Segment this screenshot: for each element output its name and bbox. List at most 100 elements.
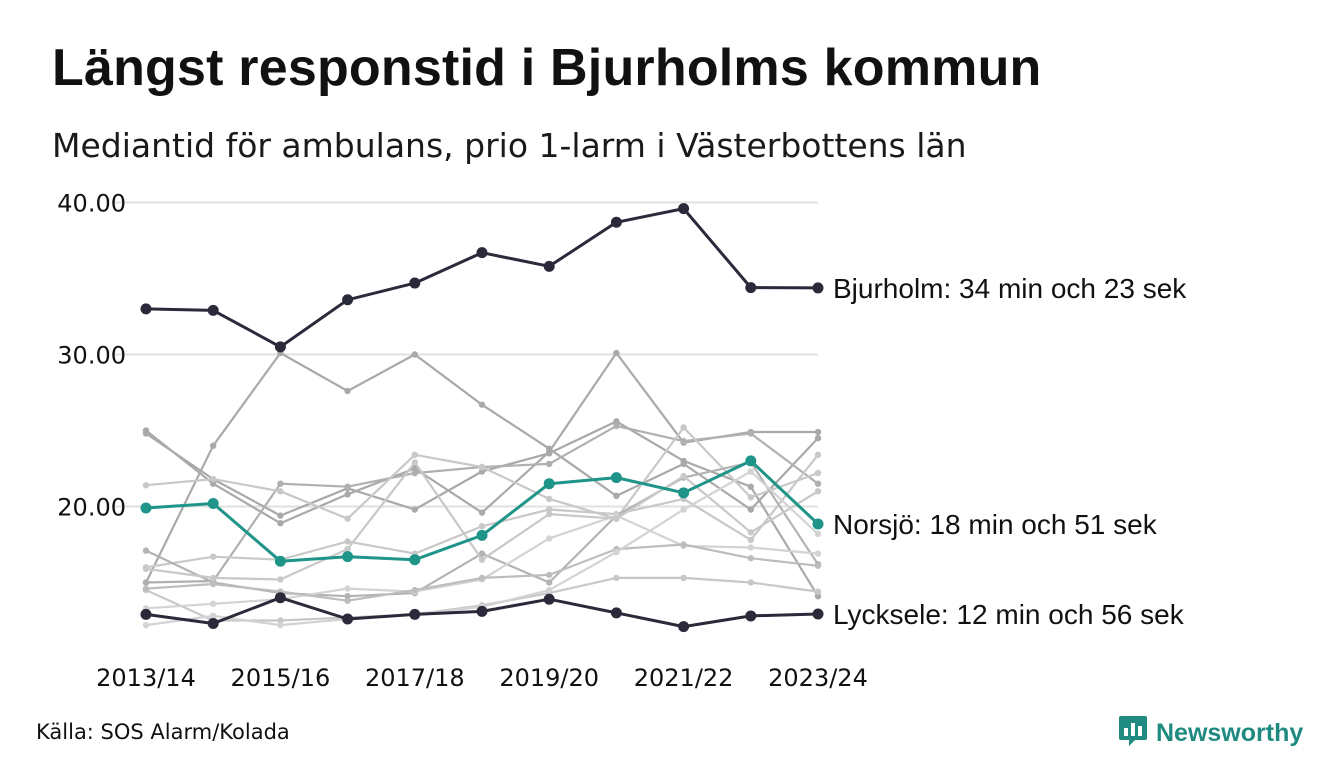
- background-series-3-point: [747, 483, 754, 490]
- brand-logo[interactable]: Newsworthy: [1118, 714, 1303, 752]
- series-norsjo-point: [274, 555, 286, 567]
- background-series-12-point: [613, 548, 620, 556]
- background-series-4-point: [142, 579, 150, 586]
- background-series-6-point: [478, 523, 486, 530]
- background-series-10-point: [210, 580, 217, 588]
- background-series-11-point: [814, 488, 822, 495]
- background-series-11-point: [613, 515, 620, 522]
- series-bjurholm-point: [745, 282, 757, 294]
- background-series-1-point: [344, 387, 351, 395]
- series-label-lycksele: Lycksele: 12 min och 56 sek: [833, 599, 1185, 630]
- background-series-5-point: [277, 488, 284, 495]
- background-series-8-point: [680, 574, 687, 582]
- background-series-12: [142, 468, 822, 629]
- background-series-1-point: [210, 442, 217, 449]
- background-series-2-point: [411, 465, 418, 472]
- background-series-6-point: [747, 536, 754, 544]
- background-series-11-point: [277, 576, 284, 583]
- background-series-11-point: [411, 459, 418, 466]
- x-tick-label: 2015/16: [231, 664, 331, 692]
- chart-title: Längst responstid i Bjurholms kommun: [52, 39, 1042, 97]
- background-series-12-point: [680, 506, 687, 513]
- brand-name: Newsworthy: [1156, 718, 1304, 747]
- background-series-4-point: [613, 422, 620, 430]
- background-series-4-point: [277, 480, 284, 487]
- background-series-10-point: [142, 585, 150, 592]
- background-series-5-point: [814, 469, 822, 477]
- background-series-3-point: [613, 418, 620, 425]
- y-tick-label: 20.00: [57, 494, 126, 522]
- background-series-10-point: [344, 597, 351, 604]
- background-series-1-point: [478, 401, 486, 408]
- background-series-4-point: [344, 483, 351, 490]
- background-series-9-point: [814, 550, 822, 557]
- series-label-bjurholm: Bjurholm: 34 min och 23 sek: [833, 273, 1187, 304]
- x-axis-tick-labels: 2013/14 2015/16 2017/18 2019/20 2021/22 2023/…: [96, 664, 868, 692]
- series-bjurholm: [140, 203, 824, 353]
- background-series-11-point: [142, 565, 150, 573]
- background-series-10-point: [814, 562, 822, 569]
- series-lycksele-point: [342, 613, 354, 625]
- background-series-5-point: [210, 475, 217, 483]
- series-bjurholm-line: [145, 207, 819, 349]
- y-tick-label: 40.00: [57, 190, 126, 218]
- series-label-norsjo: Norsjö: 18 min och 51 sek: [833, 509, 1158, 540]
- background-series-7-point: [478, 550, 486, 557]
- background-series-6-point: [210, 553, 217, 560]
- newsworthy-logo-icon: [1118, 714, 1148, 752]
- highlight-series: [140, 203, 824, 633]
- background-series-12-point: [747, 468, 754, 475]
- background-series-9-point: [546, 535, 553, 542]
- series-lycksele-point: [812, 608, 824, 620]
- series-norsjo-point: [745, 455, 757, 467]
- series-lycksele-point: [409, 608, 421, 620]
- background-series-12-point: [210, 612, 217, 620]
- background-series-3-point: [478, 468, 486, 475]
- series-bjurholm-point: [812, 282, 824, 294]
- series-lycksele-point: [745, 610, 757, 622]
- background-series-2-point: [478, 509, 486, 516]
- background-series-11-point: [210, 574, 217, 582]
- series-lycksele-point: [610, 607, 622, 619]
- series-lycksele-point: [476, 605, 488, 617]
- background-series-11-point: [478, 556, 486, 563]
- series-bjurholm-point: [610, 216, 622, 228]
- background-series-5-point: [747, 494, 754, 501]
- background-series-11-point: [747, 529, 754, 536]
- series-norsjo-point: [678, 487, 690, 499]
- background-series-8-point: [613, 574, 620, 582]
- series-norsjo-point: [610, 472, 622, 484]
- background-series-12-point: [142, 621, 150, 629]
- background-series-12-point: [277, 621, 284, 629]
- x-tick-label: 2023/24: [768, 664, 868, 692]
- background-series-5-point: [344, 515, 351, 522]
- background-series-7-point: [344, 592, 351, 600]
- source-note: Källa: SOS Alarm/Kolada: [36, 720, 290, 744]
- y-tick-label: 30.00: [57, 342, 126, 370]
- background-series-12-point: [546, 586, 553, 594]
- x-tick-label: 2013/14: [96, 664, 196, 692]
- background-series-2-point: [210, 480, 217, 487]
- background-series-1-point: [814, 434, 822, 442]
- background-series-5-point: [680, 424, 687, 431]
- series-bjurholm-point: [409, 277, 421, 289]
- series-lycksele-point: [678, 621, 690, 633]
- series-bjurholm-point: [476, 247, 488, 259]
- series-lycksele-point: [207, 618, 219, 630]
- background-series-8-point: [814, 588, 822, 595]
- series-bjurholm-point: [274, 341, 286, 353]
- background-series-4-point: [747, 430, 754, 437]
- background-series-8-point: [747, 579, 754, 586]
- series-end-labels: Bjurholm: 34 min och 23 sek Norsjö: 18 mi…: [833, 273, 1187, 630]
- series-lycksele: [140, 592, 824, 633]
- background-series-3-point: [814, 592, 822, 600]
- grid-lines: [112, 201, 818, 508]
- background-series-6-point: [814, 451, 822, 459]
- background-series-5-point: [411, 451, 418, 459]
- background-series-4-point: [546, 460, 553, 468]
- background-series-7-point: [546, 579, 553, 586]
- series-bjurholm-point: [140, 303, 152, 315]
- background-series-5-point: [142, 482, 150, 489]
- background-series-4-point: [680, 437, 687, 445]
